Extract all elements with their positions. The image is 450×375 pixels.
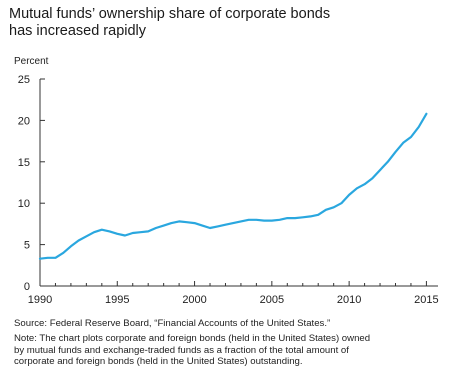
y-tick-label: 0	[24, 281, 30, 293]
y-tick-label: 25	[18, 74, 30, 86]
series-line	[38, 112, 428, 260]
x-tick-label: 1995	[105, 294, 129, 306]
chart-note-line-1: Note: The chart plots corporate and fore…	[14, 333, 371, 344]
x-tick-label: 2000	[182, 294, 206, 306]
y-tick-label: 15	[18, 157, 30, 169]
chart-note-line-3: corporate and foreign bonds (held in the…	[14, 356, 303, 367]
x-tick-label: 1990	[28, 294, 52, 306]
x-tick-label: 2015	[414, 294, 438, 306]
chart-title-line-2: has increased rapidly	[9, 23, 147, 39]
y-tick-label: 10	[18, 198, 30, 210]
chart-note-line-2: by mutual funds and exchange-traded fund…	[14, 344, 349, 356]
y-tick-label: 5	[24, 240, 30, 252]
chart-plot: Percent 0 5 10 15 20 25 1990 1995 2000 2005 2010 201…	[14, 56, 439, 306]
y-tick-label: 20	[18, 115, 30, 127]
x-tick-label: 2010	[337, 294, 361, 306]
x-tick-label: 2005	[260, 294, 284, 306]
chart-title-line-1: Mutual funds’ ownership share of corpora…	[9, 6, 331, 22]
chart-note: Note: The chart plots corporate and fore…	[14, 333, 444, 368]
source-note: Source: Federal Reserve Board, “Financia…	[14, 318, 331, 329]
y-axis-label: Percent	[14, 56, 49, 67]
chart-title: Mutual funds’ ownership share of corpora…	[9, 6, 439, 40]
